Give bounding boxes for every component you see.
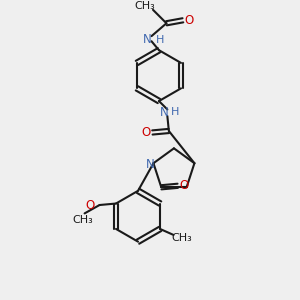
- Text: N: N: [160, 106, 169, 119]
- Text: N: N: [146, 158, 154, 171]
- Text: N: N: [142, 33, 152, 46]
- Text: O: O: [180, 179, 189, 192]
- Text: H: H: [171, 107, 180, 117]
- Text: O: O: [85, 199, 94, 212]
- Text: H: H: [155, 35, 164, 45]
- Text: O: O: [185, 14, 194, 27]
- Text: CH₃: CH₃: [73, 215, 94, 225]
- Text: CH₃: CH₃: [172, 233, 192, 243]
- Text: CH₃: CH₃: [134, 1, 155, 11]
- Text: O: O: [141, 126, 150, 139]
